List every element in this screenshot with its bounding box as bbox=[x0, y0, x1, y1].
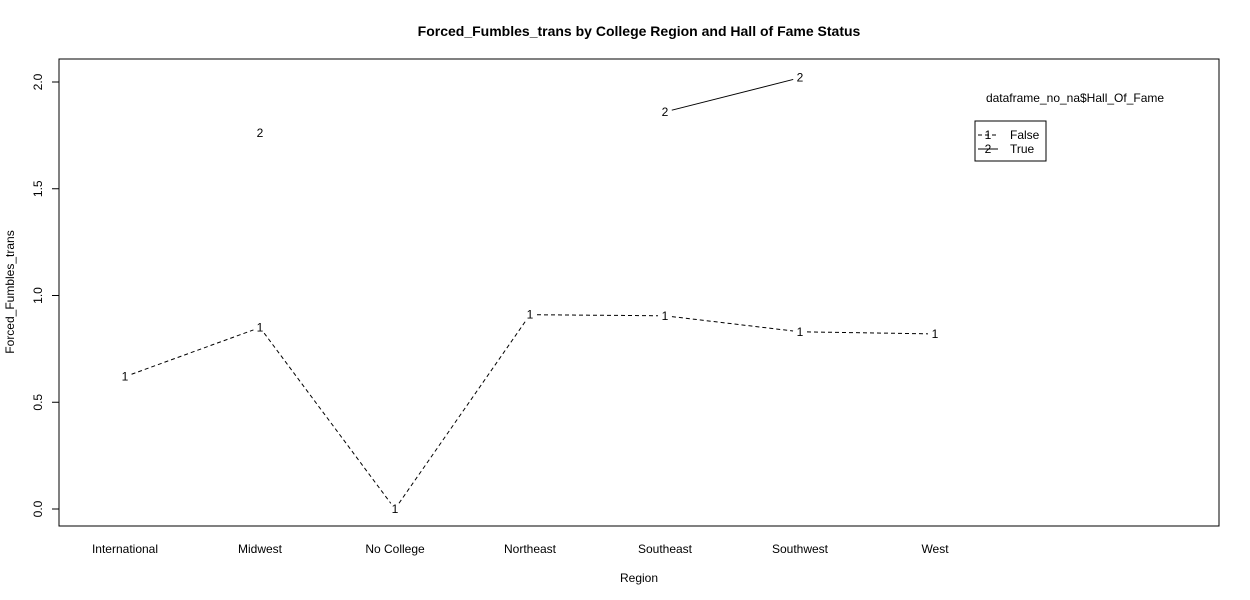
legend-label: True bbox=[1010, 142, 1035, 156]
y-tick-label: 2.0 bbox=[31, 73, 45, 90]
legend-symbol: 2 bbox=[985, 142, 992, 156]
chart-title: Forced_Fumbles_trans by College Region a… bbox=[418, 23, 861, 39]
x-axis: International Midwest No College Northeast S… bbox=[92, 542, 949, 556]
legend: dataframe_no_na$Hall_Of_Fame 1 False 2 True bbox=[974, 91, 1164, 162]
x-tick-label: International bbox=[92, 542, 158, 556]
x-axis-label: Region bbox=[620, 571, 658, 585]
x-tick-label: Southwest bbox=[772, 542, 829, 556]
x-tick-label: Northeast bbox=[504, 542, 557, 556]
x-tick-label: No College bbox=[365, 542, 425, 556]
data-point: 1 bbox=[932, 327, 939, 341]
data-point: 1 bbox=[392, 502, 399, 516]
x-tick-label: Midwest bbox=[238, 542, 283, 556]
legend-title: dataframe_no_na$Hall_Of_Fame bbox=[986, 91, 1164, 105]
y-axis: 0.0 0.5 1.0 1.5 2.0 bbox=[31, 73, 60, 517]
legend-symbol: 1 bbox=[985, 128, 992, 142]
series-true: 2 2 2 bbox=[257, 71, 804, 141]
series-layer: 1 1 1 1 1 1 1 2 2 2 bbox=[122, 71, 939, 516]
data-point: 2 bbox=[257, 126, 264, 140]
plot-frame bbox=[58, 58, 1220, 527]
series-line-segment bbox=[263, 332, 392, 504]
data-point: 1 bbox=[527, 308, 534, 322]
series-line-segment bbox=[671, 78, 794, 111]
series-line-segment bbox=[806, 331, 929, 335]
data-point: 1 bbox=[122, 370, 129, 384]
data-point: 2 bbox=[797, 71, 804, 85]
data-point: 1 bbox=[257, 321, 264, 335]
data-point: 2 bbox=[662, 105, 669, 119]
series-line-segment bbox=[398, 320, 527, 504]
series-line-segment bbox=[131, 329, 254, 375]
series-false: 1 1 1 1 1 1 1 bbox=[122, 308, 939, 516]
y-tick-label: 0.5 bbox=[31, 394, 45, 411]
y-tick-label: 1.5 bbox=[31, 180, 45, 197]
series-line-segment bbox=[536, 314, 659, 317]
legend-items: 1 False 2 True bbox=[978, 128, 1040, 156]
data-point: 1 bbox=[797, 325, 804, 339]
series-line-segment bbox=[671, 316, 794, 332]
x-tick-label: Southeast bbox=[638, 542, 693, 556]
y-tick-label: 0.0 bbox=[31, 500, 45, 517]
x-tick-label: West bbox=[921, 542, 949, 556]
legend-box bbox=[974, 120, 1047, 162]
legend-label: False bbox=[1010, 128, 1040, 142]
data-point: 1 bbox=[662, 309, 669, 323]
y-tick-label: 1.0 bbox=[31, 287, 45, 304]
y-axis-label: Forced_Fumbles_trans bbox=[3, 230, 17, 353]
